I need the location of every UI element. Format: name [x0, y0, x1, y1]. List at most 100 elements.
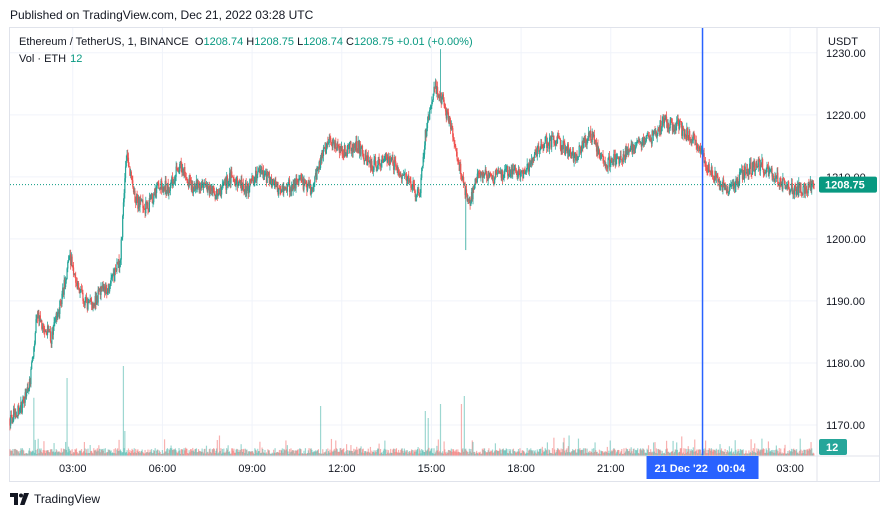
candle-body [301, 179, 304, 182]
candle-body [581, 141, 583, 150]
volume-bar [21, 448, 23, 456]
candle-body [197, 182, 200, 186]
candle-body [754, 169, 757, 172]
volume-bar [660, 453, 663, 456]
candle-body [87, 302, 89, 310]
volume-bar [446, 451, 448, 456]
volume-value: 12 [70, 53, 83, 65]
volume-bar [247, 453, 249, 456]
volume-bar [23, 450, 25, 456]
symbol-title[interactable]: Ethereum / TetherUS, 1, BINANCE [19, 36, 189, 48]
candle-body [499, 171, 502, 174]
candle-body [117, 259, 119, 265]
candle-body [217, 193, 219, 197]
candle-body [562, 140, 564, 150]
candle-body [374, 157, 377, 166]
volume-bar [456, 452, 458, 456]
candle-body [695, 139, 697, 146]
volume-bar [418, 453, 420, 456]
candle-body [769, 169, 772, 171]
volume-bar [572, 449, 574, 456]
footer-brand[interactable]: TradingView [34, 492, 101, 506]
candle-body [759, 160, 761, 171]
volume-bar [575, 452, 577, 456]
candle-body [571, 151, 573, 158]
candle-body [395, 161, 397, 167]
candle-body [753, 161, 755, 168]
candle-body [436, 87, 438, 94]
volume-bar [468, 448, 470, 456]
volume-bar [230, 453, 232, 456]
volume-bar [509, 451, 511, 456]
volume-bar [107, 449, 109, 456]
volume-bar [702, 448, 705, 456]
candle-body [385, 153, 387, 160]
volume-bar [546, 442, 549, 456]
candle-body [315, 172, 317, 180]
candle-body [178, 171, 180, 173]
time-axis[interactable]: 03:00 06:00 09:00 12:00 15:00 18:00 21:00 03:00 [59, 463, 804, 475]
price-axis[interactable]: 1230.001220.001210.001200.001190.001180.… [826, 48, 866, 432]
candle-body [744, 166, 746, 173]
candle-body [590, 140, 593, 143]
volume-bar [474, 453, 476, 456]
volume-bar [439, 404, 442, 456]
candle-body [526, 163, 528, 171]
volume-bar [465, 448, 467, 456]
candle-body [13, 408, 15, 422]
candle-body [36, 315, 38, 320]
candle-body [398, 174, 400, 176]
volume-bar [495, 450, 497, 456]
volume-bar [766, 450, 768, 456]
candle-body [593, 134, 595, 145]
volume-bar [163, 439, 166, 456]
candle-body [205, 184, 208, 187]
volume-bar [587, 452, 590, 456]
volume-bar [707, 449, 710, 456]
candle-body [70, 254, 72, 266]
candle-body [413, 185, 416, 191]
volume-bar [551, 453, 553, 456]
candle-body [775, 175, 777, 179]
candle-body [226, 176, 229, 184]
volume-bar [762, 449, 764, 456]
candle-body [771, 168, 773, 177]
volume-bar [564, 452, 567, 456]
volume-bar [132, 450, 134, 456]
candle-body [613, 154, 616, 155]
volume-bar [749, 452, 751, 456]
volume-bar [698, 449, 700, 456]
candle-body [486, 178, 489, 181]
volume-bar [11, 450, 13, 456]
candle-body [502, 178, 504, 179]
candle-body [440, 92, 442, 104]
volume-bar [470, 452, 473, 456]
candle-body [448, 120, 450, 122]
volume-bar [768, 448, 770, 456]
candle-body [156, 182, 158, 186]
volume-bar [770, 450, 772, 456]
volume-bar [612, 449, 614, 456]
volume-bar [266, 453, 268, 456]
volume-bar [688, 449, 690, 456]
candle-body [697, 147, 699, 149]
volume-bar [473, 451, 476, 456]
volume-bar [325, 449, 327, 456]
volume-bar [733, 451, 735, 456]
candle-body [515, 171, 517, 174]
volume-bar [322, 453, 325, 456]
volume-bar [22, 449, 24, 456]
candle-body [528, 163, 530, 172]
volume-bar [41, 453, 44, 456]
candle-body [383, 159, 385, 161]
candle-body [27, 387, 29, 392]
candle-body [197, 182, 199, 189]
candle-body [51, 331, 53, 344]
volume-bar [530, 448, 532, 456]
chart-frame[interactable] [9, 27, 880, 482]
candle-body [532, 157, 534, 162]
candle-body [746, 168, 749, 176]
volume-bar [764, 452, 766, 456]
candle-body [337, 143, 339, 146]
